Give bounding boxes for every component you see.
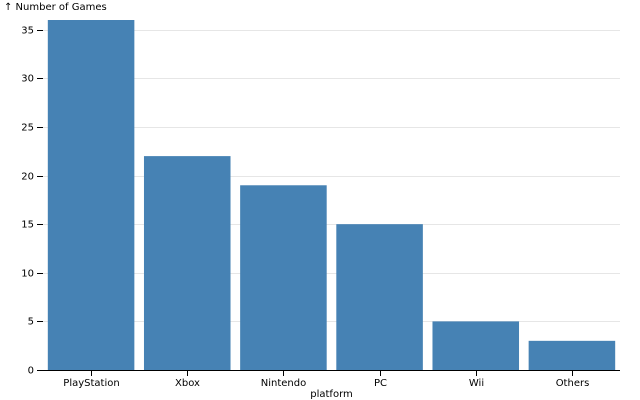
x-tick-label: PC <box>374 378 387 389</box>
y-tick-label: 35 <box>21 26 34 37</box>
x-tick-label: Wii <box>469 378 484 389</box>
bar-nintendo <box>240 185 327 370</box>
bar-wii <box>432 321 520 370</box>
y-tick-label: 0 <box>28 366 34 377</box>
y-axis-title: ↑ Number of Games <box>4 2 107 13</box>
bar-playstation <box>47 20 135 370</box>
y-tick-label: 15 <box>21 220 34 231</box>
bars <box>47 20 616 370</box>
x-tick-label: Xbox <box>175 378 200 389</box>
y-tick-label: 25 <box>21 123 34 134</box>
y-gridlines <box>43 30 620 322</box>
bar-others <box>528 340 616 370</box>
x-axis-title: platform <box>310 389 353 400</box>
x-tick-label: Nintendo <box>261 378 306 389</box>
y-axis: 0 5 10 15 20 25 30 35 <box>21 26 43 377</box>
bar-xbox <box>143 156 231 370</box>
x-tick-label: Others <box>556 378 590 389</box>
y-tick-label: 5 <box>28 317 34 328</box>
y-tick-label: 20 <box>21 172 34 183</box>
x-tick-label: PlayStation <box>63 378 119 389</box>
y-tick-label: 10 <box>21 269 34 280</box>
x-axis: PlayStation Xbox Nintendo PC Wii Others <box>43 370 620 389</box>
y-tick-label: 30 <box>21 74 34 85</box>
bar-pc <box>336 224 423 370</box>
